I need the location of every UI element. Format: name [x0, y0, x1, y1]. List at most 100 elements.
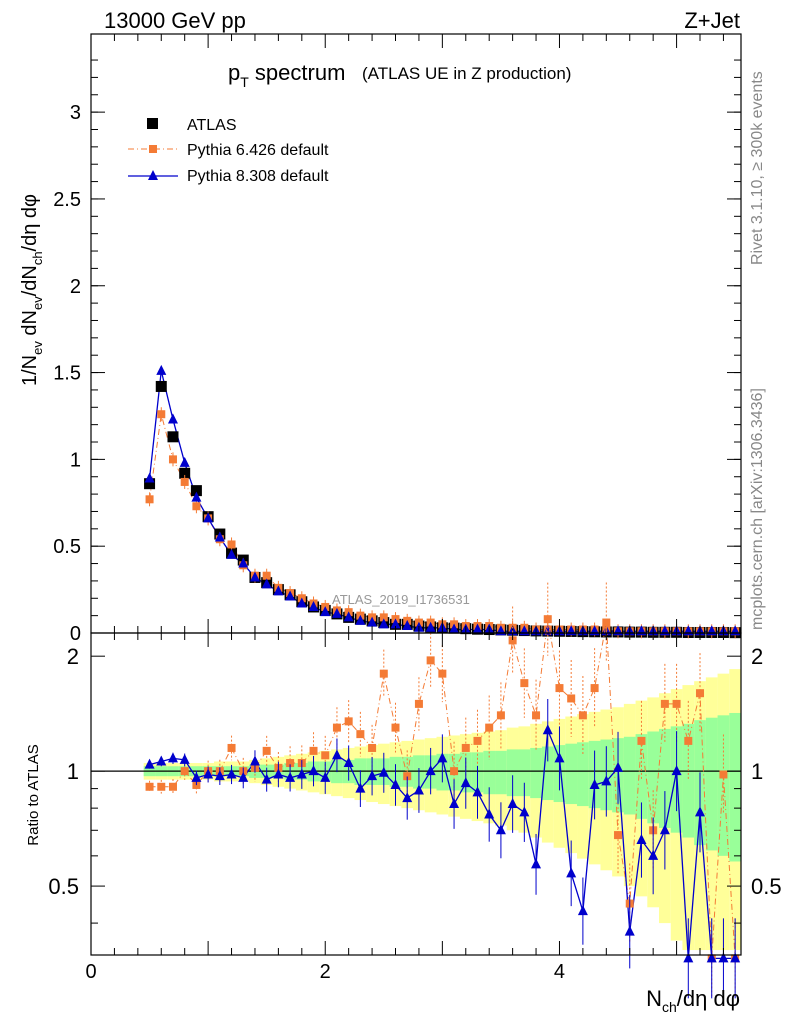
- ratio-pythia6-point: [438, 669, 447, 678]
- pythia8-point: [273, 585, 284, 596]
- ratio-pythia6-point: [660, 699, 669, 708]
- main-ytick-label: 1.5: [53, 363, 81, 385]
- ratio-pythia6-point: [637, 736, 646, 745]
- ratio-pythia8-point: [566, 867, 577, 878]
- pythia8-point: [355, 614, 366, 625]
- ratio-pythia6-point: [403, 772, 412, 781]
- ratio-pythia6-point: [157, 782, 166, 791]
- ratio-pythia6-point: [262, 746, 271, 755]
- inner-band-segment: [565, 743, 578, 805]
- atlas-point: [144, 478, 156, 490]
- ylabel-part-2: dN: [19, 310, 41, 341]
- ratio-pythia6-point: [368, 743, 377, 752]
- ratio-pythia8-point: [718, 952, 729, 963]
- ylabel-part-1: ev: [30, 341, 45, 355]
- main-ytick-label: 3: [70, 102, 81, 124]
- ratio-data-marks: [91, 582, 741, 999]
- ratio-pythia8-point: [378, 766, 389, 777]
- ratio-pythia8-point: [167, 752, 178, 763]
- pythia8-point: [191, 491, 202, 502]
- ratio-pythia8-point: [214, 770, 225, 781]
- ratio-pythia6-point: [614, 831, 623, 840]
- pythia8-point: [214, 531, 225, 542]
- ratio-pythia8-point: [648, 849, 659, 860]
- pythia6-point: [145, 495, 154, 504]
- pythia8-point: [367, 616, 378, 627]
- main-ytick-label: 2: [70, 276, 81, 298]
- ratio-uncertainty-bands: [143, 669, 741, 951]
- ratio-pythia6-point: [227, 743, 236, 752]
- pythia8-point: [308, 600, 319, 611]
- ylabel-part-0: 1/N: [19, 355, 41, 386]
- ratio-pythia8-point: [331, 749, 342, 760]
- ratio-pythia8-point: [613, 761, 624, 772]
- ratio-pythia6-point: [286, 759, 295, 768]
- ratio-pythia6-point: [602, 618, 611, 627]
- inner-band-segment: [659, 728, 671, 828]
- atlas-point: [179, 467, 191, 479]
- pythia6-point: [379, 613, 388, 622]
- x-tick-label: 0: [85, 961, 96, 983]
- legend-pythia8-marker: [148, 170, 158, 180]
- ratio-pythia8-point: [413, 784, 424, 795]
- ratio-ytick-label: 0.5: [48, 874, 79, 899]
- ratio-pythia8-point: [589, 778, 600, 789]
- ratio-pythia6-point: [414, 699, 423, 708]
- pythia8-point: [390, 618, 401, 629]
- inner-band-segment: [635, 734, 648, 819]
- analysis-watermark: ATLAS_2019_I1736531: [332, 592, 470, 607]
- ratio-pythia6-point: [520, 679, 529, 688]
- pythia8-point: [156, 364, 167, 375]
- mcplots-label: mcplots.cern.ch [arXiv:1306.3436]: [749, 388, 766, 630]
- ratio-pythia8-point: [390, 778, 401, 789]
- ratio-pythia8-point: [601, 775, 612, 786]
- atlas-point: [190, 485, 202, 497]
- ratio-pythia8-point: [367, 770, 378, 781]
- pythia8-point: [144, 472, 155, 483]
- ratio-pythia8-point: [554, 752, 565, 763]
- ratio-pythia8-point: [730, 952, 741, 963]
- ratio-pythia6-point: [309, 746, 318, 755]
- inner-band-segment: [729, 712, 741, 862]
- ratio-pythia8-point: [226, 768, 237, 779]
- atlas-point: [155, 380, 167, 392]
- inner-band-segment: [577, 742, 589, 807]
- ratio-pythia6-point: [567, 694, 576, 703]
- inner-band-segment: [518, 749, 531, 797]
- legend-pythia8-label: Pythia 8.308 default: [187, 168, 329, 185]
- pythia6-point: [180, 477, 189, 486]
- ratio-pythia8-point: [706, 952, 717, 963]
- ratio-pythia6-point: [672, 699, 681, 708]
- ylabel-part-3: ev: [30, 296, 45, 310]
- x-tick-label: 2: [320, 961, 331, 983]
- ratio-pythia8-point: [683, 952, 694, 963]
- ratio-pythia6-point: [590, 684, 599, 693]
- energy-label: 13000 GeV pp: [104, 8, 246, 33]
- xlabel-part-0: N: [646, 986, 662, 1011]
- ratio-ytick-label-right: 0.5: [751, 874, 782, 899]
- ratio-pythia6-point: [543, 615, 552, 624]
- pythia8-point: [402, 620, 413, 631]
- ratio-pythia8-point: [144, 758, 155, 769]
- pythia8-point: [167, 413, 178, 424]
- pythia8-point: [179, 456, 190, 467]
- pythia8-point: [203, 512, 214, 523]
- ratio-pythia8-point: [437, 752, 448, 763]
- ratio-pythia6-point: [719, 770, 728, 779]
- ratio-pythia6-point: [379, 669, 388, 678]
- ratio-pythia8-point: [238, 771, 249, 782]
- x-axis-label: Nch/dη dφ: [646, 986, 740, 1015]
- title-p: p: [228, 60, 240, 85]
- ratio-pythia8-point: [449, 798, 460, 809]
- ratio-panel: 0.5 0.51 12 20 2 4 Ratio to ATLAS Nch/dη dφ: [25, 582, 782, 1015]
- ratio-pythia8-point: [261, 773, 272, 784]
- legend-pythia6-label: Pythia 6.426 default: [187, 142, 329, 159]
- ratio-pythia8-point: [484, 808, 495, 819]
- main-ytick-label: 0: [70, 623, 81, 645]
- inner-band-segment: [623, 736, 636, 815]
- ratio-pythia8-point: [472, 786, 483, 797]
- ratio-pythia6-point: [496, 711, 505, 720]
- pythia6-point: [168, 455, 177, 464]
- pythia8-point: [320, 606, 331, 617]
